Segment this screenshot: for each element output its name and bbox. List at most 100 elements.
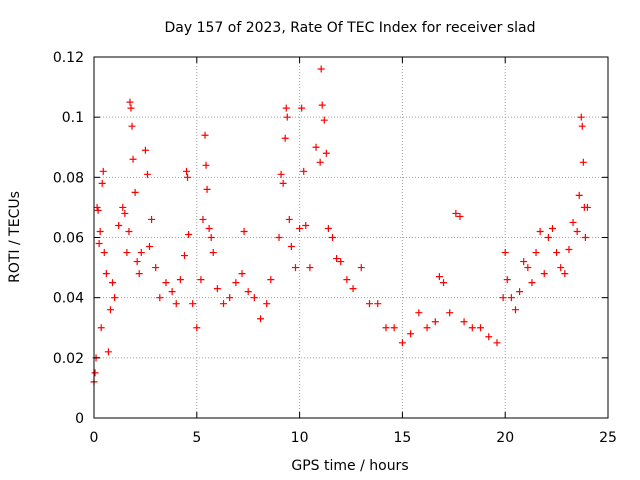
data-point	[435, 273, 443, 281]
data-point	[207, 234, 215, 241]
data-point	[431, 318, 439, 326]
data-point	[238, 270, 246, 278]
data-point	[104, 348, 112, 356]
data-point	[291, 264, 299, 272]
data-point	[573, 227, 581, 235]
data-point	[337, 258, 345, 266]
data-point	[172, 300, 180, 308]
data-point	[93, 203, 101, 211]
data-point	[121, 209, 129, 217]
data-point	[244, 288, 252, 296]
data-point	[306, 264, 314, 272]
data-point	[111, 294, 119, 302]
data-point	[312, 143, 320, 151]
data-point	[460, 318, 468, 326]
data-point	[201, 131, 209, 139]
data-point	[156, 294, 164, 302]
data-point	[283, 113, 291, 121]
data-point	[553, 249, 561, 257]
data-point	[148, 215, 156, 223]
data-point	[282, 104, 290, 112]
data-point	[141, 146, 149, 154]
data-point	[125, 227, 133, 235]
data-point	[197, 276, 205, 284]
y-tick-label: 0.02	[53, 351, 84, 367]
axis-ticks	[93, 56, 609, 419]
data-point	[333, 255, 341, 263]
data-point	[343, 276, 351, 284]
data-point	[493, 339, 501, 347]
data-point	[300, 167, 308, 175]
data-point	[137, 249, 145, 257]
x-axis-label: GPS time / hours	[291, 458, 408, 474]
y-tick-label: 0.1	[62, 110, 84, 126]
data-point	[275, 234, 283, 241]
data-point	[106, 306, 114, 314]
data-point	[440, 279, 448, 287]
data-point	[324, 224, 332, 232]
data-point	[456, 212, 464, 220]
data-point	[382, 324, 390, 332]
data-point	[91, 369, 99, 377]
data-point	[536, 227, 544, 235]
data-point	[240, 227, 248, 235]
y-tick-label: 0	[75, 411, 84, 427]
data-point	[146, 243, 154, 251]
y-axis-label: ROTI / TECUs	[7, 191, 23, 283]
data-point	[123, 249, 131, 257]
data-point	[189, 300, 197, 308]
x-tick-label: 5	[192, 430, 201, 446]
data-point	[415, 309, 423, 317]
x-tick-label: 10	[291, 430, 309, 446]
data-point	[226, 294, 234, 302]
plot-frame	[93, 56, 609, 419]
data-point	[499, 294, 507, 302]
data-point	[565, 246, 573, 254]
data-point	[203, 185, 211, 193]
data-point	[520, 258, 528, 266]
data-point	[446, 309, 454, 317]
data-point	[267, 276, 275, 284]
y-tick-label: 0.08	[53, 170, 84, 186]
data-point	[349, 285, 357, 293]
data-point	[277, 170, 285, 178]
data-point	[97, 324, 105, 332]
x-tick-label: 15	[393, 430, 411, 446]
chart-title: Day 157 of 2023, Rate Of TEC Index for r…	[164, 20, 535, 36]
data-point	[135, 270, 143, 278]
data-point	[126, 98, 134, 106]
data-point	[423, 324, 431, 332]
data-point	[285, 215, 293, 223]
data-point	[119, 203, 127, 211]
data-point	[131, 188, 139, 196]
data-point	[185, 230, 193, 238]
data-point	[317, 65, 325, 73]
data-point	[316, 158, 324, 166]
tick-labels: 0 5 10 15 20 25 0 0.02 0.04 0.06 0.08 0.1 0.12	[53, 50, 617, 446]
data-point	[468, 324, 476, 332]
data-point	[578, 122, 586, 130]
data-point	[569, 218, 577, 226]
data-point	[477, 324, 485, 332]
data-point	[581, 234, 589, 241]
data-point	[99, 167, 107, 175]
data-point	[503, 276, 511, 284]
data-point	[143, 170, 151, 178]
data-point	[287, 243, 295, 251]
data-point	[94, 206, 102, 214]
data-point	[133, 258, 141, 266]
data-point	[250, 294, 258, 302]
data-point	[129, 155, 137, 163]
data-point	[583, 203, 591, 211]
data-point	[528, 279, 536, 287]
data-point	[183, 167, 191, 175]
x-tick-label: 0	[90, 430, 99, 446]
data-point	[109, 279, 117, 287]
data-point	[302, 221, 310, 229]
data-point	[102, 270, 110, 278]
data-point	[561, 270, 569, 278]
data-point	[281, 134, 289, 142]
data-point	[100, 249, 108, 257]
data-points	[90, 65, 591, 386]
